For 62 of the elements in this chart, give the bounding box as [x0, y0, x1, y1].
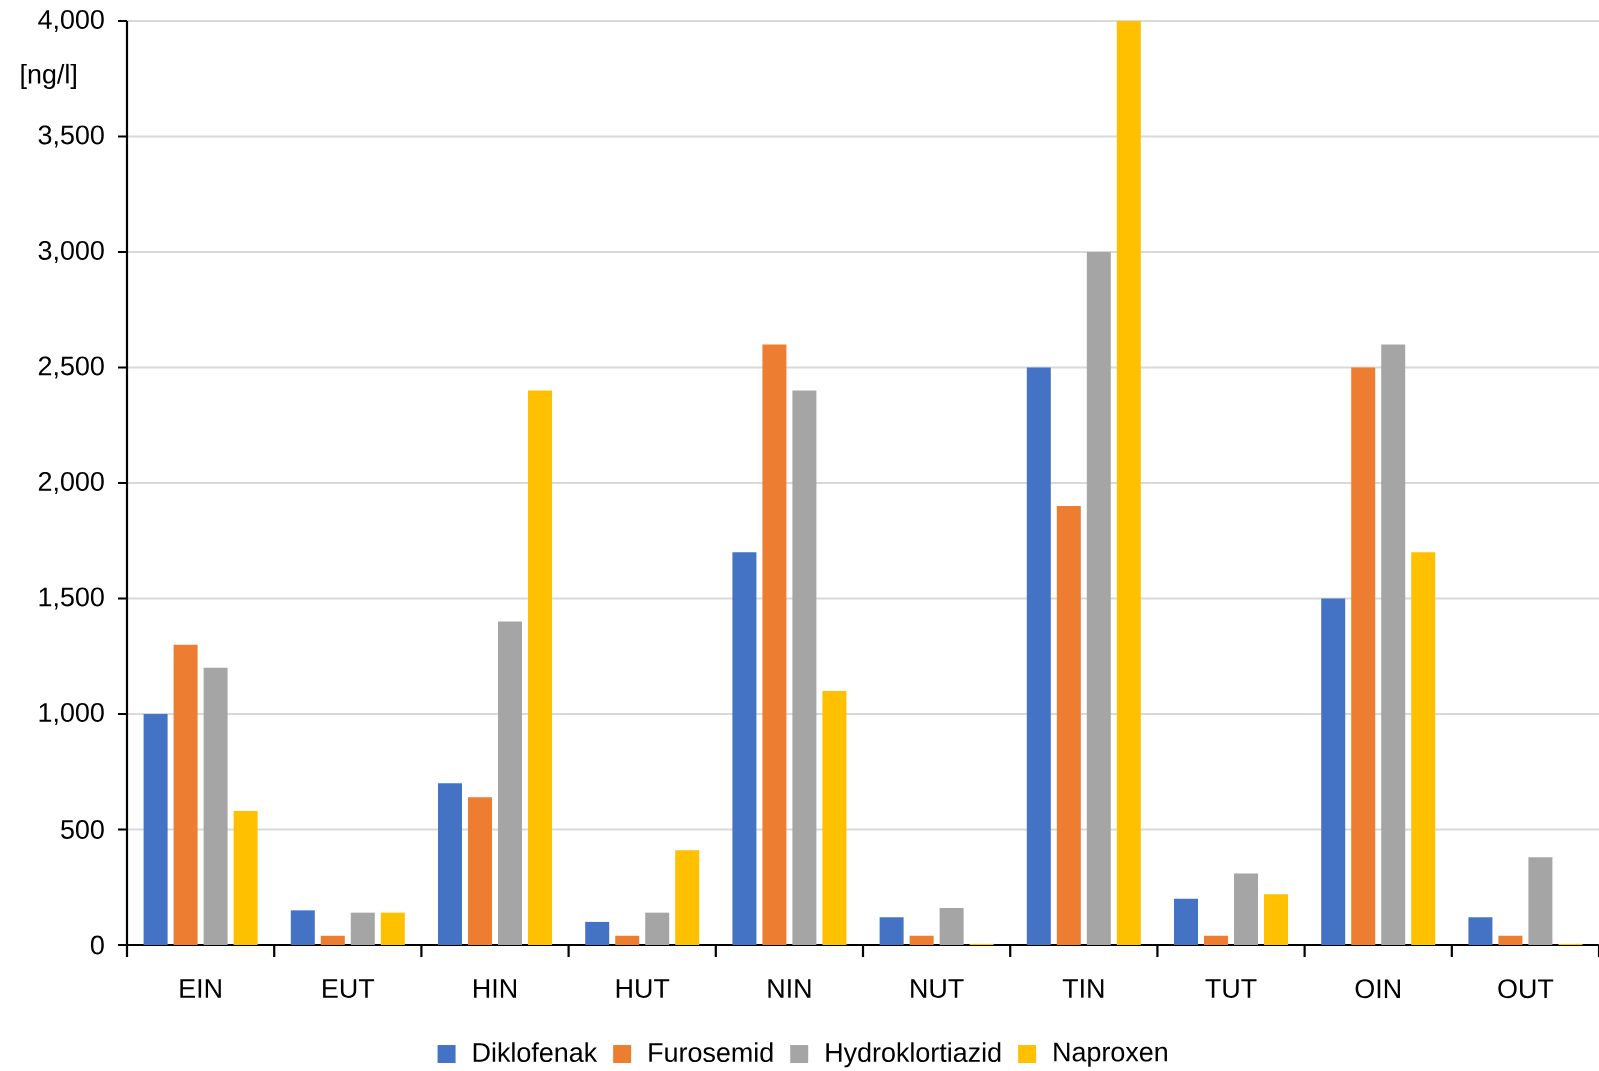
x-tick-label: NIN	[768, 979, 811, 998]
y-tick-label: 3,000	[38, 240, 104, 264]
y-tick-label: 2,500	[38, 356, 104, 379]
bar	[1468, 917, 1493, 945]
y-axis-title: [ng/l]	[21, 63, 76, 89]
bar	[909, 935, 934, 945]
bar	[290, 910, 315, 945]
bar	[468, 797, 493, 945]
bar	[233, 811, 258, 945]
bar	[939, 908, 964, 945]
bar	[879, 917, 904, 945]
bar	[1234, 873, 1259, 945]
bar	[792, 390, 817, 945]
x-tick-label: OIN	[1355, 979, 1400, 999]
legend-label: Naproxen	[1054, 1042, 1167, 1067]
bar	[1381, 344, 1406, 945]
y-tick-label: 1,500	[39, 587, 104, 610]
bar	[615, 935, 640, 945]
y-tick-label: 500	[61, 819, 104, 840]
x-tick-label: TUT	[1205, 979, 1257, 998]
bar	[1411, 552, 1436, 945]
bar	[528, 390, 553, 945]
bar	[1174, 898, 1199, 945]
y-tick-label: 1,000	[39, 702, 104, 726]
bar	[1498, 935, 1523, 945]
bar	[1351, 367, 1376, 945]
bar	[498, 621, 523, 945]
bar	[1321, 598, 1346, 945]
x-tick-label: HIN	[474, 979, 516, 998]
bar	[1116, 20, 1141, 945]
x-tick-label: TIN	[1062, 979, 1104, 998]
bar	[645, 912, 670, 945]
legend-label: Diklofenak	[473, 1042, 598, 1063]
legend-label: Furosemid	[649, 1042, 773, 1063]
bar	[320, 935, 345, 945]
y-tick-label: 3,500	[38, 125, 104, 148]
bar	[203, 667, 228, 945]
bar	[675, 850, 700, 945]
bar	[585, 921, 610, 945]
bar	[1264, 894, 1289, 945]
bar	[1528, 857, 1553, 945]
bar	[438, 783, 463, 945]
y-tick-label: 2,000	[38, 471, 104, 495]
bar	[173, 644, 198, 945]
bar	[380, 912, 405, 945]
bar	[822, 690, 847, 945]
bar	[350, 912, 375, 945]
x-tick-label: EIN	[180, 979, 221, 998]
bar	[143, 714, 168, 945]
bar	[1204, 935, 1229, 945]
bar	[1086, 251, 1111, 945]
x-tick-label: HUT	[616, 979, 670, 998]
bar	[1056, 506, 1081, 945]
bar	[732, 552, 757, 945]
legend-label: Hydroklortiazid	[826, 1042, 1001, 1068]
bar	[1026, 367, 1051, 945]
y-tick-label: 0	[90, 935, 104, 955]
x-tick-label: OUT	[1498, 979, 1554, 999]
x-tick-label: EUT	[323, 979, 375, 998]
y-tick-label: 4,000	[38, 9, 104, 33]
x-tick-label: NUT	[911, 979, 964, 998]
bar	[762, 344, 787, 945]
